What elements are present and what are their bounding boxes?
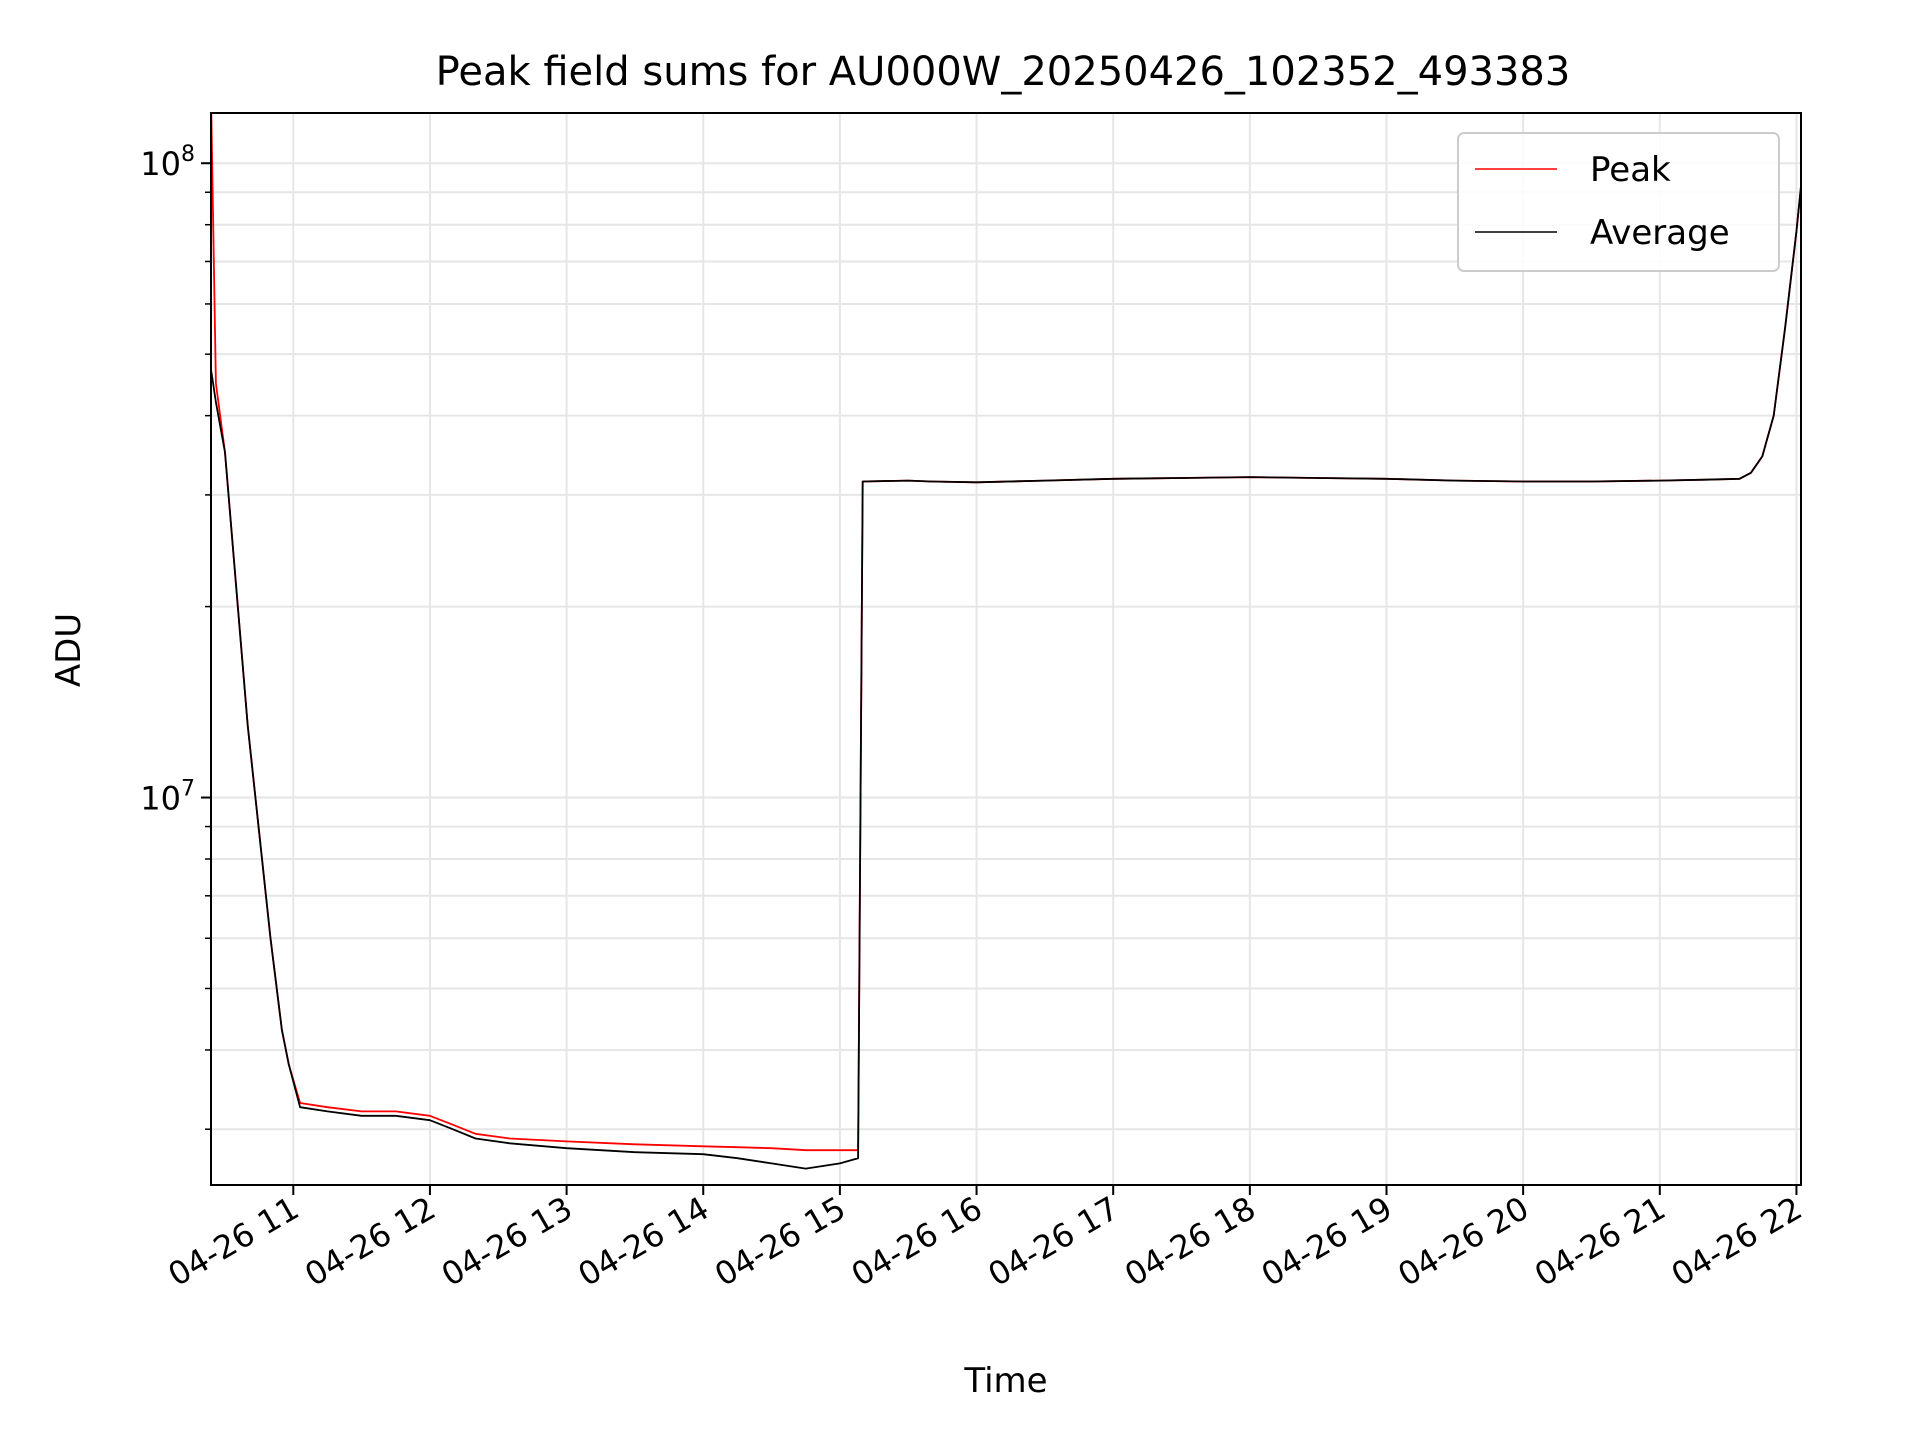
chart-title: Peak field sums for AU000W_20250426_1023… bbox=[436, 49, 1571, 95]
y-axis: 107 108 bbox=[140, 142, 211, 1130]
legend-label-average: Average bbox=[1590, 213, 1730, 253]
legend-label-peak: Peak bbox=[1590, 150, 1671, 190]
y-tick-label: 107 bbox=[140, 777, 195, 818]
plot-frame bbox=[210, 112, 1802, 1186]
legend-box bbox=[1457, 132, 1780, 272]
series-line-average bbox=[210, 186, 1802, 1170]
y-axis-label: ADU bbox=[49, 613, 89, 687]
y-tick-label: 108 bbox=[140, 142, 195, 183]
series-layer bbox=[210, 112, 1802, 1170]
legend: Peak Average bbox=[1457, 132, 1780, 272]
x-axis-label: Time bbox=[963, 1361, 1047, 1401]
